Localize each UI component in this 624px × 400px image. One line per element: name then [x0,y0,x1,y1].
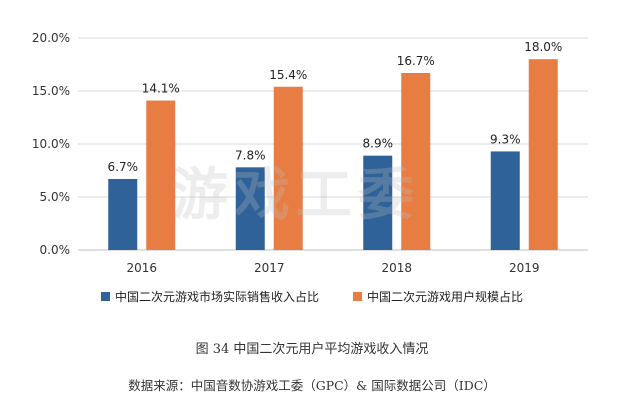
data-label: 16.7% [397,54,435,68]
source-note: 数据来源：中国音数协游戏工委（GPC）& 国际数据公司（IDC） [128,378,496,393]
data-label: 8.9% [363,137,394,151]
bar-chart: 0.0% 5.0% 10.0% 15.0% 20.0% 6.7% 14.1% 2016 7.8%… [32,31,588,275]
bar-sales-share [490,151,520,250]
y-tick-label: 15.0% [32,84,70,98]
bar-user-share [146,100,176,250]
legend-item-user-share: 中国二次元游戏用户规模占比 [353,288,523,305]
bar-user-share [401,72,431,250]
bar-user-share [273,86,303,250]
y-tick-label: 20.0% [32,31,70,45]
legend-swatch-user-share [353,292,362,301]
data-label: 7.8% [235,148,266,162]
chart-legend: 中国二次元游戏市场实际销售收入占比 中国二次元游戏用户规模占比 [0,288,624,305]
figure-caption: 图 34 中国二次元用户平均游戏收入情况 [195,342,429,357]
bar-user-share [528,59,558,251]
y-tick-label: 0.0% [40,243,71,257]
data-label: 14.1% [142,82,180,96]
data-label: 15.4% [269,68,307,82]
x-tick-label: 2016 [126,261,157,275]
legend-label-user-share: 中国二次元游戏用户规模占比 [367,290,524,304]
x-tick-label: 2017 [254,261,285,275]
legend-swatch-sales-share [100,292,110,301]
y-tick-label: 10.0% [32,137,70,151]
x-tick-label: 2018 [381,261,412,275]
data-label: 18.0% [524,40,562,54]
legend-label-sales-share: 中国二次元游戏市场实际销售收入占比 [114,290,319,304]
y-tick-label: 5.0% [40,190,71,204]
bar-sales-share [108,178,138,250]
bar-sales-share [363,155,393,250]
bar-sales-share [235,167,265,250]
data-label: 6.7% [108,160,139,174]
data-label: 9.3% [490,132,521,146]
x-tick-label: 2019 [509,261,540,275]
legend-item-sales-share: 中国二次元游戏市场实际销售收入占比 [100,288,319,305]
